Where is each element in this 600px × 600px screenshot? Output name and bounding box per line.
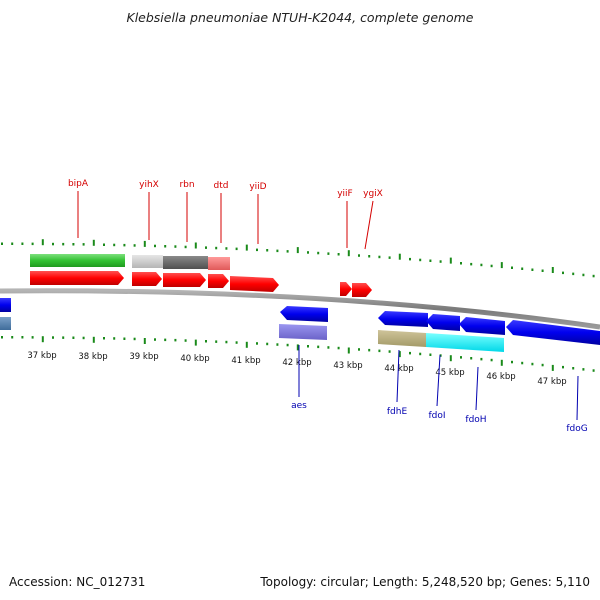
gene-labels-forward: bipA yihX rbn dtd yiiD yiiF ygiX — [68, 179, 383, 250]
cog-box-fdoI-fdoH[interactable] — [426, 333, 504, 352]
scale-label: 40 kbp — [180, 354, 209, 364]
cds-forward-rbn[interactable] — [163, 273, 206, 287]
gene-label[interactable]: dtd — [214, 181, 229, 191]
scale-label: 46 kbp — [486, 372, 515, 382]
gene-label[interactable]: fdhE — [387, 407, 408, 417]
scale-label: 45 kbp — [435, 368, 464, 378]
cds-forward-bipA[interactable] — [30, 271, 124, 285]
cog-box-bipA[interactable] — [30, 254, 125, 267]
cds-reverse-fdoG[interactable] — [506, 320, 600, 345]
scale-label: 47 kbp — [537, 377, 566, 387]
cds-reverse-aes[interactable] — [280, 306, 328, 322]
scale-label: 39 kbp — [129, 352, 158, 362]
map-title: Klebsiella pneumoniae NTUH-K2044, comple… — [127, 10, 474, 25]
scale-label: 38 kbp — [78, 352, 107, 362]
feature-track-forward-cds — [30, 271, 372, 297]
gene-label[interactable]: rbn — [179, 180, 194, 190]
cog-box-left-edge[interactable] — [0, 317, 11, 330]
gene-label[interactable]: fdoG — [566, 424, 587, 434]
cog-box-yihX[interactable] — [132, 255, 163, 268]
label-leader — [436, 354, 441, 407]
gene-label[interactable]: yihX — [139, 180, 159, 190]
cds-forward-ygiX[interactable] — [352, 283, 372, 297]
label-leader — [475, 366, 479, 411]
topology-text: Topology: circular; Length: 5,248,520 bp… — [259, 575, 590, 589]
cds-forward-yihX[interactable] — [132, 272, 162, 286]
gc-content-ticks-upper — [1, 239, 595, 278]
cog-box-dtd[interactable] — [208, 257, 230, 270]
cog-box-rbn[interactable] — [163, 256, 208, 269]
gene-label[interactable]: bipA — [68, 179, 89, 189]
cds-reverse-fdoH[interactable] — [459, 317, 505, 335]
feature-track-lower-cog — [0, 317, 504, 352]
cds-reverse-fdhE[interactable] — [378, 311, 428, 327]
gc-content-ticks-lower — [1, 336, 595, 372]
gene-label[interactable]: aes — [291, 401, 307, 411]
gene-label[interactable]: yiiF — [337, 189, 353, 199]
gene-label[interactable]: ygiX — [363, 189, 383, 199]
gene-label[interactable]: fdoH — [465, 415, 486, 425]
label-leader — [396, 349, 400, 403]
gene-label[interactable]: fdoI — [428, 411, 445, 421]
label-leader — [364, 200, 374, 250]
scale-label: 42 kbp — [282, 358, 311, 368]
scale-label: 44 kbp — [384, 364, 413, 374]
scale-label: 37 kbp — [27, 351, 56, 361]
cds-forward-yiiD[interactable] — [230, 276, 279, 292]
backbone-arc — [0, 288, 600, 330]
cog-box-fdhE[interactable] — [378, 330, 426, 347]
gene-label[interactable]: yiiD — [249, 182, 266, 192]
cds-reverse-left-edge[interactable] — [0, 298, 11, 312]
label-leader — [576, 375, 579, 421]
gene-labels-reverse: aes fdhE fdoI fdoH fdoG — [291, 345, 588, 434]
cog-box-aes[interactable] — [279, 324, 327, 340]
accession-text: Accession: NC_012731 — [9, 575, 145, 589]
cds-forward-yiiF[interactable] — [340, 282, 352, 296]
scale-label: 41 kbp — [231, 356, 260, 366]
scale-label: 43 kbp — [333, 361, 362, 371]
cds-reverse-fdoI[interactable] — [426, 314, 460, 331]
feature-track-upper-cog — [30, 254, 230, 270]
feature-track-reverse-cds — [0, 298, 600, 345]
cds-forward-dtd[interactable] — [208, 274, 229, 288]
scale-axis: 37 kbp 38 kbp 39 kbp 40 kbp 41 kbp 42 kb… — [27, 351, 566, 387]
